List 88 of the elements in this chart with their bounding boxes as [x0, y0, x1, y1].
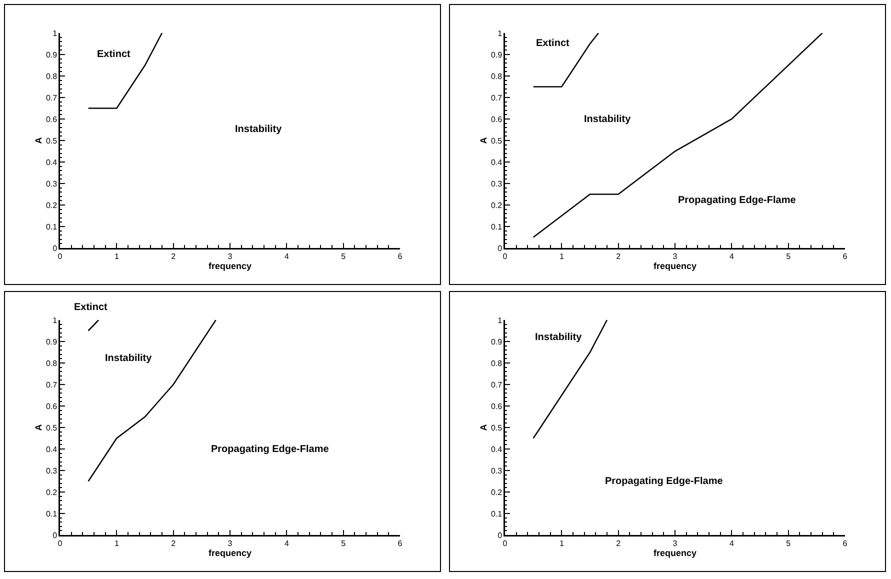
y-tick-label: 0.6 — [490, 114, 503, 124]
annotation: Propagating Edge-Flame — [211, 444, 330, 455]
x-tick-label: 5 — [341, 538, 346, 548]
y-tick-label: 1 — [52, 28, 58, 38]
y-tick-label: 0.9 — [490, 337, 503, 346]
annotation: Extinct — [536, 38, 570, 49]
x-axis-title: frequency — [208, 260, 252, 271]
y-tick-label: 0.7 — [490, 380, 503, 390]
x-tick-label: 2 — [616, 252, 622, 261]
y-tick-label: 0 — [52, 244, 58, 253]
y-tick-label: 0.4 — [46, 158, 58, 167]
y-tick-label: 0.2 — [46, 200, 58, 210]
x-tick-label: 4 — [284, 538, 290, 548]
x-axis-title: frequency — [653, 548, 697, 558]
line-series — [532, 33, 823, 238]
y-tick-label: 0.4 — [46, 444, 58, 454]
x-tick-label: 5 — [341, 252, 346, 261]
y-tick-label: 0.8 — [490, 72, 503, 81]
x-tick-label: 3 — [672, 252, 678, 261]
x-tick-label: 4 — [284, 252, 290, 261]
y-tick-label: 0.7 — [490, 93, 503, 102]
y-axis-title: A — [478, 136, 488, 144]
y-tick-label: 1 — [498, 316, 503, 325]
y-tick-label: 1 — [498, 28, 503, 38]
annotation: Propagating Edge-Flame — [678, 195, 796, 206]
x-tick-label: 6 — [842, 538, 848, 548]
x-tick-label: 1 — [559, 252, 564, 261]
y-tick-label: 0.2 — [490, 200, 503, 210]
y-tick-label: 0 — [498, 530, 503, 540]
x-tick-label: 3 — [228, 538, 233, 548]
y-tick-label: 0.6 — [46, 402, 58, 411]
annotation: Extinct — [97, 49, 132, 60]
x-tick-label: 3 — [228, 252, 233, 261]
x-tick-label: 1 — [559, 538, 564, 548]
y-tick-label: 0 — [52, 530, 58, 540]
y-tick-label: 0.1 — [46, 509, 58, 518]
y-axis-title: A — [33, 424, 44, 431]
y-tick-label: 0.5 — [46, 136, 58, 146]
annotation: Propagating Edge-Flame — [605, 476, 724, 487]
x-axis-title: frequency — [653, 260, 697, 271]
y-tick-label: 0.5 — [46, 423, 58, 432]
x-tick-label: 5 — [786, 252, 792, 261]
y-tick-label: 0.8 — [46, 358, 58, 368]
y-tick-label: 0.9 — [490, 50, 503, 60]
y-tick-label: 0.7 — [46, 380, 58, 390]
y-tick-label: 0.8 — [490, 358, 503, 368]
y-tick-label: 0.3 — [46, 179, 58, 188]
x-tick-label: 2 — [171, 252, 176, 261]
x-tick-label: 6 — [842, 252, 848, 261]
y-tick-label: 0.2 — [46, 488, 58, 497]
y-tick-label: 0.4 — [490, 158, 503, 167]
y-tick-label: 0.3 — [490, 466, 503, 476]
y-tick-label: 0.9 — [46, 50, 58, 60]
y-tick-label: 0.9 — [46, 337, 58, 346]
x-tick-label: 2 — [171, 538, 176, 548]
y-tick-label: 0 — [498, 244, 503, 253]
y-tick-label: 0.3 — [46, 466, 58, 476]
x-tick-label: 6 — [398, 252, 403, 261]
y-tick-label: 0.1 — [490, 509, 503, 518]
x-tick-label: 2 — [616, 538, 622, 548]
y-tick-label: 0.6 — [46, 114, 58, 124]
annotation: Instability — [584, 114, 632, 125]
x-tick-label: 5 — [786, 538, 792, 548]
y-tick-label: 0.8 — [46, 72, 58, 81]
y-tick-label: 1 — [52, 316, 58, 325]
annotation: Instability — [535, 332, 582, 343]
x-tick-label: 4 — [729, 252, 734, 261]
annotation: Instability — [235, 124, 282, 135]
x-tick-label: 3 — [672, 538, 678, 548]
text: Extinct — [74, 302, 108, 313]
x-tick-label: 1 — [114, 252, 120, 261]
annotation: Instability — [105, 353, 152, 364]
y-tick-label: 0.6 — [490, 402, 503, 411]
y-tick-label: 0.5 — [490, 423, 503, 432]
y-tick-label: 0.3 — [490, 179, 503, 188]
x-axis-title: frequency — [208, 548, 252, 558]
y-tick-label: 0.2 — [490, 488, 503, 497]
y-axis-title: A — [478, 424, 488, 431]
y-tick-label: 0.7 — [46, 93, 58, 102]
x-tick-label: 1 — [114, 538, 120, 548]
y-tick-label: 0.1 — [46, 222, 58, 232]
y-tick-label: 0.4 — [490, 444, 503, 454]
x-tick-label: 4 — [729, 538, 734, 548]
y-axis-title: A — [33, 136, 44, 144]
y-tick-label: 0.5 — [490, 136, 503, 146]
x-tick-label: 6 — [398, 538, 403, 548]
y-tick-label: 0.1 — [490, 222, 503, 232]
line-series — [532, 320, 608, 439]
